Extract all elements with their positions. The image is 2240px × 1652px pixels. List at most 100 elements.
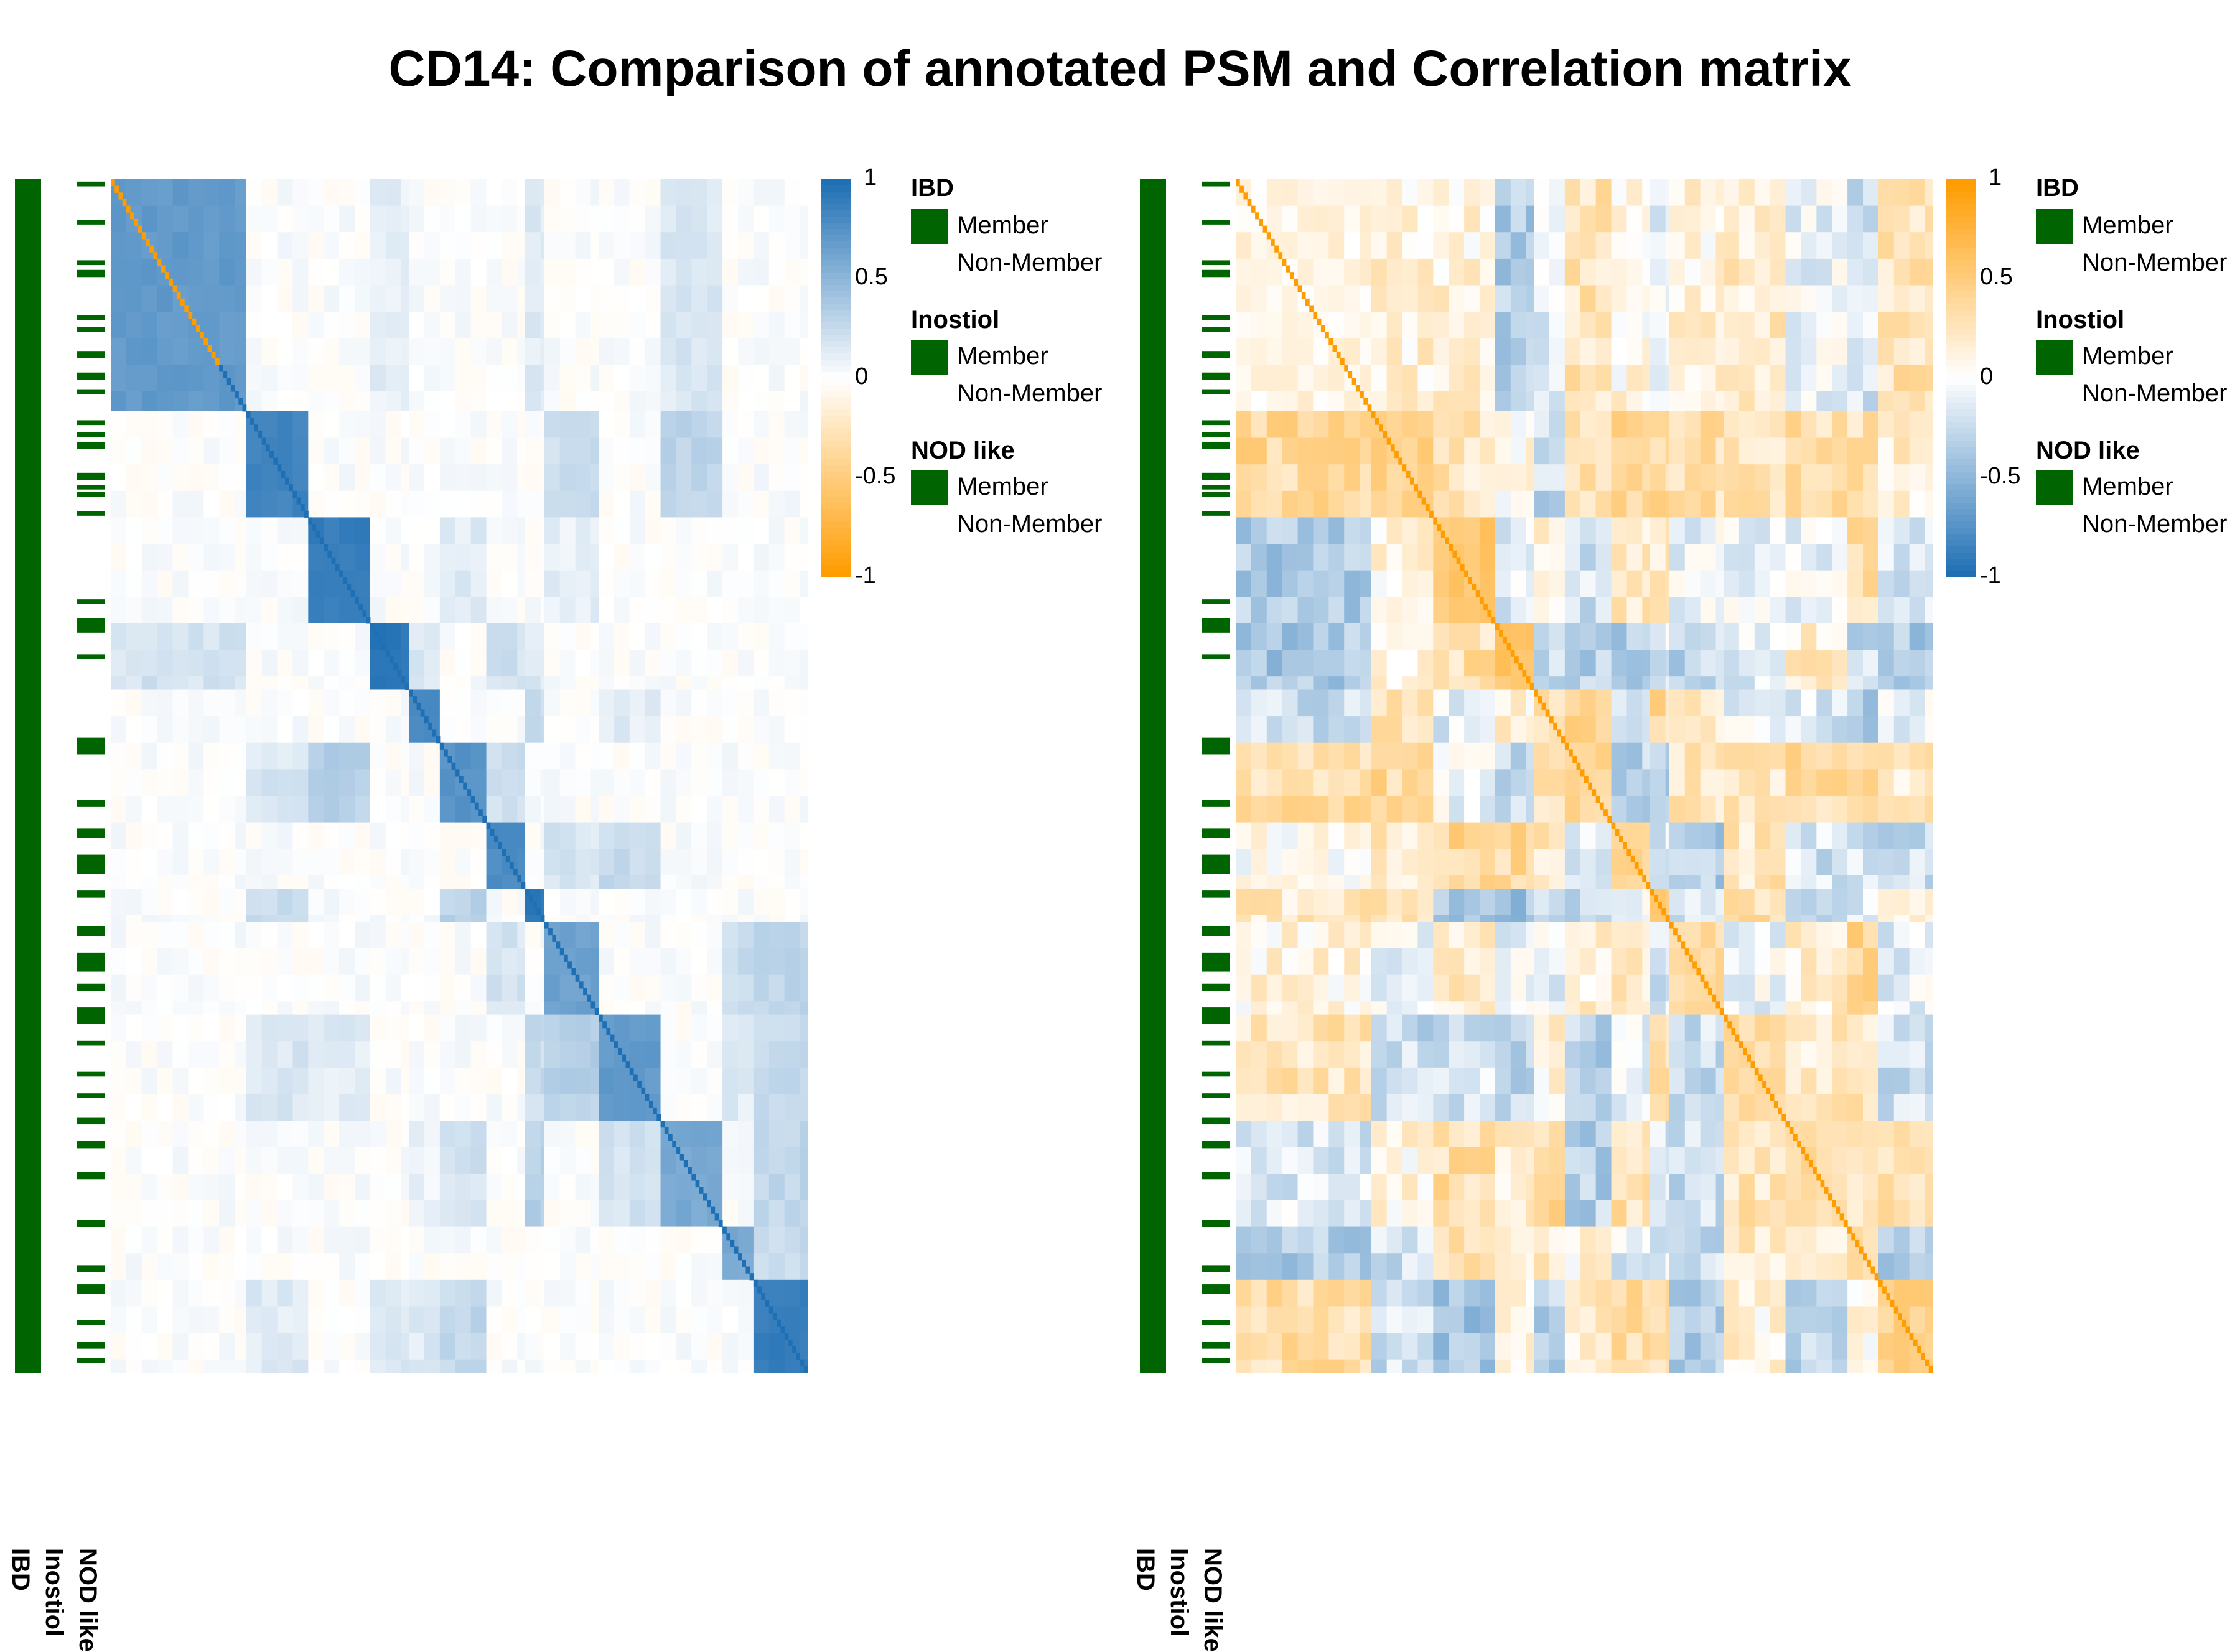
- heatmap-cell: [1565, 1174, 1580, 1200]
- heatmap-cell: [1894, 922, 1910, 948]
- heatmap-cell: [1344, 1094, 1360, 1121]
- heatmap-cell: [1526, 1001, 1534, 1015]
- heatmap-cell: [525, 849, 541, 875]
- heatmap-cell: [1626, 676, 1642, 690]
- heatmap-cell: [324, 1360, 339, 1373]
- heatmap-cell: [1910, 179, 1925, 206]
- heatmap-cell: [1878, 922, 1894, 948]
- heatmap-cell: [1685, 922, 1701, 948]
- heatmap-cell: [111, 743, 126, 770]
- heatmap-diagonal-cell: [130, 212, 134, 219]
- heatmap-cell: [1282, 769, 1298, 796]
- heatmap-cell: [630, 823, 645, 849]
- heatmap-cell: [1480, 571, 1495, 597]
- heatmap-cell: [576, 206, 591, 233]
- heatmap-cell: [738, 411, 754, 438]
- heatmap-cell: [1669, 571, 1685, 597]
- heatmap-cell: [440, 391, 455, 412]
- heatmap-cell: [525, 491, 541, 518]
- heatmap-cell: [173, 1360, 189, 1373]
- heatmap-cell: [487, 517, 502, 544]
- heatmap-cell: [1739, 1094, 1755, 1121]
- heatmap-cell: [292, 1360, 308, 1373]
- heatmap-cell: [502, 491, 517, 518]
- heatmap-cell: [1464, 1200, 1480, 1227]
- heatmap-cell: [1685, 285, 1701, 312]
- heatmap-cell: [1526, 312, 1534, 338]
- heatmap-cell: [754, 1174, 769, 1200]
- heatmap-cell: [1402, 716, 1418, 743]
- heatmap-cell: [1724, 823, 1739, 849]
- colorbar-step: [821, 353, 851, 360]
- heatmap-cell: [1612, 179, 1627, 206]
- colorbar-step: [821, 497, 851, 503]
- heatmap-cell: [1701, 796, 1716, 823]
- heatmap-cell: [1464, 716, 1480, 743]
- heatmap-cell: [1371, 1001, 1387, 1015]
- heatmap-cell: [599, 411, 614, 438]
- heatmap-cell: [769, 743, 785, 770]
- heatmap-cell: [1344, 464, 1360, 491]
- heatmap-cell: [1526, 464, 1534, 491]
- heatmap-cell: [1669, 544, 1685, 571]
- heatmap-cell: [1236, 517, 1251, 544]
- heatmap-cell: [1642, 716, 1650, 743]
- heatmap-cell: [203, 1333, 219, 1360]
- heatmap-cell: [1910, 623, 1925, 650]
- heatmap-cell: [1417, 179, 1433, 206]
- heatmap-cell: [1716, 1227, 1724, 1254]
- heatmap-cell: [1464, 1333, 1480, 1360]
- heatmap-diagonal-cell: [1499, 630, 1503, 637]
- heatmap-cell: [707, 391, 722, 412]
- heatmap-cell: [339, 1333, 355, 1360]
- heatmap-cell: [1642, 1015, 1650, 1042]
- heatmap-cell: [661, 312, 676, 338]
- heatmap-cell: [157, 676, 173, 690]
- heatmap-cell: [278, 823, 293, 849]
- heatmap-cell: [219, 796, 235, 823]
- heatmap-cell: [800, 1280, 808, 1307]
- heatmap-cell: [541, 1121, 545, 1147]
- heatmap-cell: [355, 312, 370, 338]
- heatmap-cell: [1236, 743, 1251, 770]
- heatmap-cell: [676, 544, 691, 571]
- heatmap-cell: [800, 1200, 808, 1227]
- heatmap-cell: [1449, 1094, 1464, 1121]
- heatmap-cell: [1360, 769, 1371, 796]
- heatmap-cell: [1666, 796, 1670, 823]
- heatmap-diagonal-cell: [610, 1035, 615, 1042]
- heatmap-cell: [370, 922, 386, 948]
- heatmap-cell: [1251, 975, 1267, 1002]
- heatmap-cell: [1534, 796, 1549, 823]
- heatmap-cell: [409, 1121, 424, 1147]
- heatmap-cell: [1480, 391, 1495, 412]
- heatmap-cell: [1716, 1200, 1724, 1227]
- heatmap-cell: [1612, 232, 1627, 259]
- heatmap-cell: [800, 889, 808, 915]
- heatmap-cell: [1724, 889, 1739, 915]
- heatmap-cell: [219, 915, 235, 922]
- heatmap-cell: [769, 716, 785, 743]
- heatmap-cell: [471, 312, 487, 338]
- heatmap-cell: [1549, 411, 1565, 438]
- heatmap-cell: [1267, 1200, 1282, 1227]
- heatmap-diagonal-cell: [502, 849, 506, 856]
- heatmap-cell: [754, 922, 769, 948]
- heatmap-cell: [560, 1200, 576, 1227]
- legend-label-non-member: Non-Member: [957, 510, 1102, 538]
- heatmap-cell: [111, 391, 126, 412]
- heatmap-cell: [203, 849, 219, 875]
- heatmap-cell: [691, 676, 707, 690]
- heatmap-cell: [738, 875, 754, 889]
- heatmap-cell: [1251, 1001, 1267, 1015]
- heatmap-cell: [1236, 1174, 1251, 1200]
- heatmap-cell: [1402, 769, 1418, 796]
- heatmap-cell: [1417, 464, 1433, 491]
- heatmap-cell: [440, 948, 455, 975]
- heatmap-cell: [707, 312, 722, 338]
- heatmap-cell: [455, 915, 471, 922]
- heatmap-cell: [1251, 1094, 1267, 1121]
- heatmap-cell: [440, 1227, 455, 1254]
- heatmap-cell: [1612, 743, 1627, 770]
- heatmap-cell: [1816, 464, 1832, 491]
